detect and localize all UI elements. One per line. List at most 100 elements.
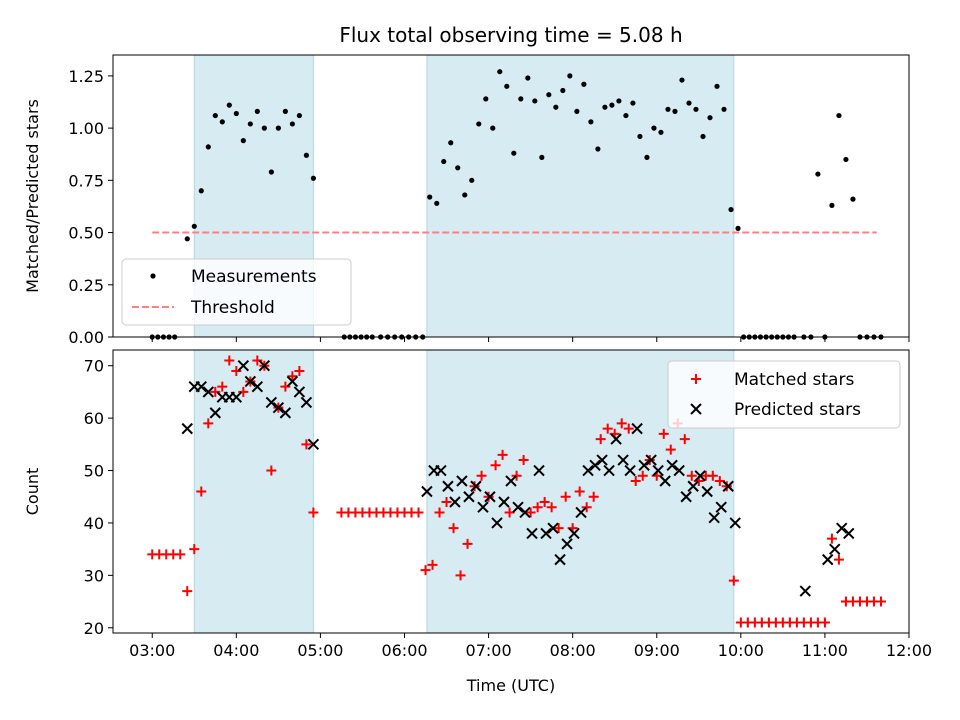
data-point bbox=[596, 454, 608, 466]
data-point bbox=[512, 501, 524, 513]
data-point bbox=[448, 523, 459, 534]
data-point bbox=[722, 480, 734, 492]
data-point bbox=[435, 464, 447, 477]
x-tick-label: 11:00 bbox=[802, 641, 848, 660]
data-point bbox=[525, 75, 531, 81]
data-point bbox=[251, 380, 264, 393]
data-point bbox=[815, 171, 821, 177]
y-tick-label: 0.00 bbox=[68, 328, 104, 347]
data-point bbox=[539, 496, 550, 507]
data-point bbox=[687, 480, 699, 492]
axes-frame bbox=[112, 54, 910, 338]
data-point bbox=[275, 125, 281, 131]
data-point bbox=[602, 423, 613, 434]
x-tick-label: 03:00 bbox=[129, 641, 175, 660]
data-point bbox=[553, 104, 559, 110]
data-point bbox=[498, 496, 510, 508]
data-point bbox=[237, 360, 250, 372]
data-point bbox=[293, 386, 306, 398]
data-point bbox=[623, 112, 629, 119]
data-point bbox=[637, 133, 643, 140]
data-point bbox=[595, 146, 601, 152]
data-point bbox=[645, 454, 657, 466]
data-point bbox=[266, 465, 277, 476]
data-point bbox=[244, 375, 257, 388]
data-point bbox=[843, 527, 855, 540]
data-point bbox=[533, 464, 545, 477]
data-point bbox=[504, 83, 510, 89]
data-point bbox=[822, 553, 834, 566]
data-point bbox=[209, 407, 222, 419]
data-point bbox=[603, 464, 615, 477]
data-point bbox=[602, 104, 608, 110]
data-point bbox=[672, 108, 678, 114]
data-point bbox=[300, 396, 313, 409]
data-point bbox=[455, 165, 461, 171]
data-point bbox=[665, 444, 676, 455]
data-point bbox=[581, 81, 587, 87]
data-point bbox=[546, 92, 552, 98]
data-point bbox=[463, 491, 475, 503]
data-point bbox=[707, 470, 718, 481]
y-tick-label: 0.25 bbox=[68, 276, 104, 295]
data-point bbox=[477, 501, 489, 513]
data-point bbox=[658, 428, 669, 439]
data-point bbox=[582, 464, 594, 477]
data-point bbox=[553, 523, 564, 534]
data-point bbox=[694, 470, 706, 482]
data-point bbox=[504, 507, 515, 518]
data-point bbox=[420, 565, 431, 576]
y-tick-label: 30 bbox=[84, 566, 104, 585]
data-point bbox=[532, 98, 538, 104]
legend: Matched stars Predicted stars bbox=[667, 360, 901, 429]
data-point bbox=[279, 407, 292, 419]
data-point bbox=[686, 100, 692, 106]
data-point bbox=[497, 69, 503, 75]
data-point bbox=[826, 533, 837, 544]
y-tick-label: 40 bbox=[84, 514, 104, 533]
data-point bbox=[287, 371, 298, 382]
observing-window-band bbox=[426, 54, 735, 338]
data-point bbox=[721, 106, 727, 112]
data-point bbox=[462, 538, 473, 549]
data-point bbox=[301, 439, 312, 450]
data-point bbox=[310, 175, 317, 181]
legend-label: Measurements bbox=[191, 267, 317, 287]
data-point bbox=[624, 464, 636, 477]
data-point bbox=[616, 418, 627, 429]
data-point bbox=[679, 77, 685, 83]
data-point bbox=[483, 96, 489, 102]
observing-window-band bbox=[193, 349, 314, 634]
data-point bbox=[181, 422, 193, 435]
data-point bbox=[484, 491, 496, 503]
data-point bbox=[308, 507, 319, 518]
data-point bbox=[638, 459, 650, 472]
data-point bbox=[630, 476, 641, 487]
data-point bbox=[707, 115, 713, 121]
data-point bbox=[462, 192, 468, 198]
data-point bbox=[644, 154, 650, 160]
data-point bbox=[589, 459, 601, 472]
data-point bbox=[829, 543, 841, 555]
y-tick-label: 50 bbox=[84, 462, 104, 481]
data-point bbox=[272, 401, 285, 414]
data-point bbox=[588, 119, 594, 125]
data-point bbox=[875, 596, 886, 607]
axes-frame bbox=[112, 349, 910, 634]
chart-panel-1: 0.00 0.25 0.50 0.75 1.00 1.25 Flux total obser… bbox=[23, 23, 910, 347]
data-point bbox=[623, 423, 634, 434]
data-point bbox=[799, 585, 812, 597]
data-point bbox=[666, 459, 678, 472]
data-point bbox=[254, 108, 260, 114]
x-tick-label: 08:00 bbox=[550, 641, 596, 660]
data-point bbox=[715, 501, 727, 513]
data-point bbox=[448, 140, 454, 146]
x-axis-label: Time (UTC) bbox=[466, 676, 555, 695]
data-point bbox=[456, 475, 468, 487]
data-point bbox=[490, 460, 501, 471]
y-tick-label: 60 bbox=[84, 409, 104, 428]
series-matched-stars bbox=[147, 355, 886, 628]
series-predicted-stars bbox=[181, 360, 855, 597]
data-point bbox=[701, 485, 713, 498]
data-point bbox=[413, 507, 424, 518]
